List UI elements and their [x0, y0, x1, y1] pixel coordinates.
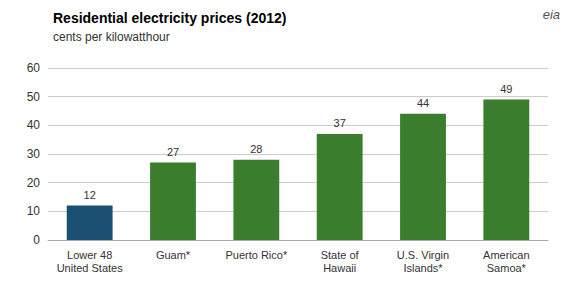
svg-text:60: 60 [27, 61, 41, 75]
svg-text:Islands*: Islands* [403, 262, 443, 274]
svg-text:Residential electricity prices: Residential electricity prices (2012) [53, 10, 286, 26]
svg-text:United States: United States [57, 262, 124, 274]
svg-text:12: 12 [84, 189, 96, 201]
svg-text:Lower 48: Lower 48 [67, 249, 112, 261]
svg-text:Puerto Rico*: Puerto Rico* [225, 249, 287, 261]
svg-text:50: 50 [27, 90, 41, 104]
svg-text:10: 10 [27, 204, 41, 218]
svg-text:eia: eia [543, 7, 560, 22]
svg-text:American: American [483, 249, 529, 261]
svg-text:State of: State of [321, 249, 360, 261]
svg-text:49: 49 [500, 83, 512, 95]
svg-text:40: 40 [27, 118, 41, 132]
svg-text:20: 20 [27, 176, 41, 190]
svg-text:Hawaii: Hawaii [323, 262, 356, 274]
svg-text:30: 30 [27, 147, 41, 161]
svg-text:28: 28 [250, 143, 262, 155]
svg-text:44: 44 [417, 97, 429, 109]
svg-text:U.S. Virgin: U.S. Virgin [397, 249, 449, 261]
svg-text:37: 37 [334, 117, 346, 129]
svg-text:27: 27 [167, 146, 179, 158]
svg-text:0: 0 [33, 233, 40, 247]
svg-text:Samoa*: Samoa* [487, 262, 527, 274]
svg-text:cents per kilowatthour: cents per kilowatthour [53, 30, 170, 44]
svg-text:Guam*: Guam* [156, 249, 191, 261]
